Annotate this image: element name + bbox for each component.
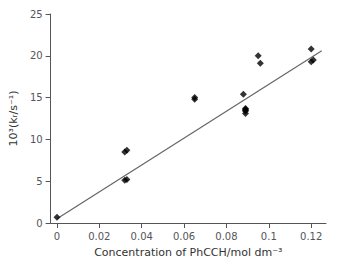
svg-text:25: 25: [30, 9, 43, 20]
svg-text:0.02: 0.02: [88, 231, 110, 242]
svg-text:20: 20: [30, 50, 43, 61]
svg-text:15: 15: [30, 92, 43, 103]
svg-text:Concentration of PhCCH/mol dm⁻: Concentration of PhCCH/mol dm⁻³: [94, 246, 282, 259]
svg-text:10³(kᵣ/s⁻¹): 10³(kᵣ/s⁻¹): [7, 91, 20, 147]
svg-text:0: 0: [36, 218, 42, 229]
svg-text:0.12: 0.12: [300, 231, 322, 242]
svg-text:0.1: 0.1: [261, 231, 277, 242]
svg-text:0.08: 0.08: [215, 231, 237, 242]
svg-text:5: 5: [36, 176, 42, 187]
svg-text:0.04: 0.04: [131, 231, 153, 242]
svg-text:0: 0: [54, 231, 60, 242]
svg-text:0.06: 0.06: [173, 231, 195, 242]
svg-text:10: 10: [30, 134, 43, 145]
